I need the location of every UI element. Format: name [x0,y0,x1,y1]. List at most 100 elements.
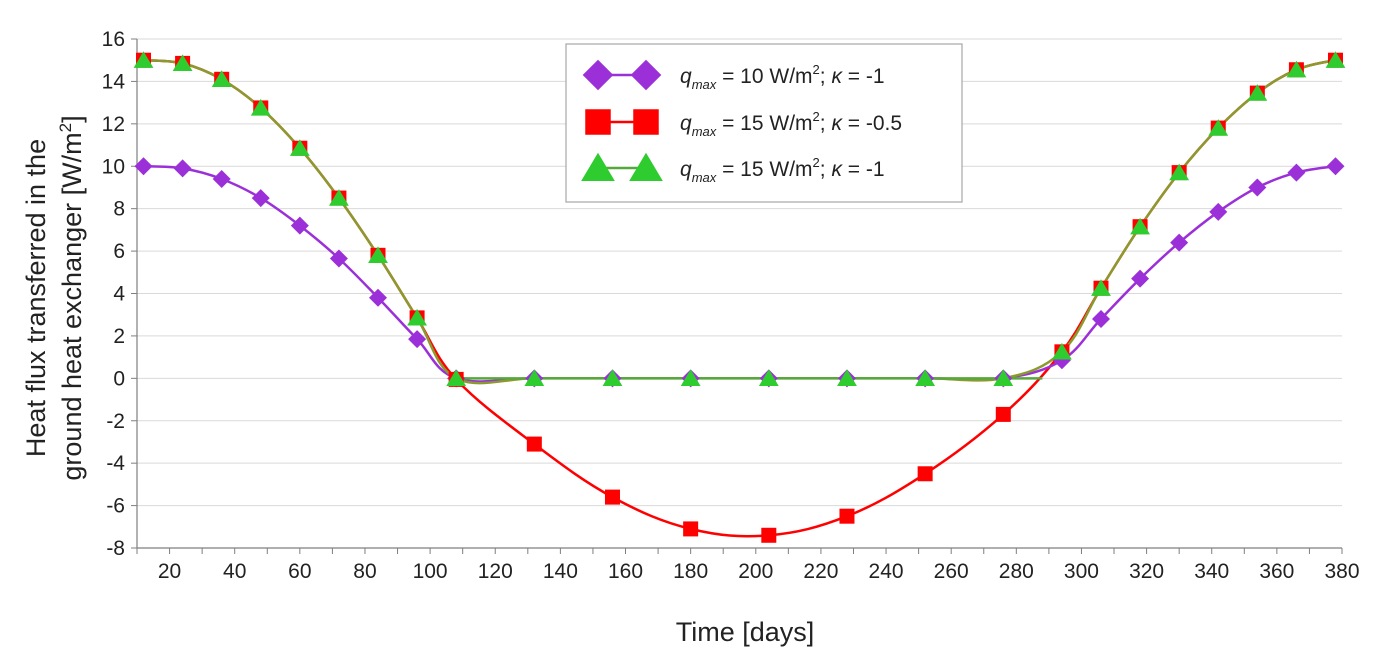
legend-label-sup: 2 [813,109,820,124]
data-point-triangle [289,139,310,156]
data-point-triangle [172,54,193,72]
legend-label-rest: = -0.5 [842,112,902,135]
x-tick-label: 340 [1194,560,1229,583]
y-tick-label: -8 [106,537,125,560]
data-point-square [604,489,620,505]
x-tick-label: 360 [1259,560,1294,583]
data-point-triangle [1091,279,1111,296]
data-point-diamond [329,249,348,268]
data-point-diamond [1248,178,1267,197]
data-point-triangle [837,369,857,386]
y-tick-label: 16 [102,28,125,51]
data-point-triangle [368,246,388,263]
legend-entry-1: qmax = 15 W/m2; κ = -0.5 [585,109,902,139]
legend-label-mid: = 15 W/m [716,112,812,135]
data-point-diamond [251,189,270,208]
data-point-square [839,508,855,524]
y-tick-label: 0 [113,367,125,390]
x-tick-label: 180 [673,560,708,583]
x-tick-labels: 20 40 60 80 100 120 140 160 180 200 220 240 260 280 30… [158,560,1360,583]
x-tick-label: 280 [999,560,1034,583]
legend-label-mid: = 15 W/m [716,158,812,181]
series-lines [136,58,1343,538]
data-point-triangle [1286,60,1307,78]
x-tick-label: 60 [288,560,311,583]
legend-label-sub: max [692,77,717,92]
data-point-triangle [133,51,154,68]
legend-marker-diamond [582,59,614,91]
data-point-square [526,436,542,452]
data-point-square [917,466,933,482]
legend-label-q: q [680,112,692,135]
x-tick-label: 20 [158,560,181,583]
data-point-triangle [680,369,701,386]
legend-label: qmax = 15 W/m2; κ = -0.5 [680,109,902,139]
y-tick-label: -4 [106,452,125,475]
data-point-triangle [1208,119,1229,136]
y-tick-label: -6 [106,495,125,518]
y-tick-labels: -8 -6 -4 -2 0 2 4 6 8 10 12 14 16 [102,28,126,560]
x-tick-label: 300 [1064,560,1099,583]
y-axis-title-line2-suffix: ] [57,115,87,123]
legend-label-k: κ [831,112,843,135]
x-tick-label: 100 [413,560,448,583]
data-point-square [995,406,1011,422]
legend-marker-triangle [629,152,663,182]
data-point-triangle [446,369,467,386]
legend-label: qmax = 15 W/m2; κ = -1 [680,155,885,185]
y-tick-label: -2 [106,410,125,433]
legend-label-sep: ; [820,158,832,181]
data-point-triangle [758,369,779,386]
y-tick-label: 4 [113,283,125,306]
y-axis-title-line2: ground heat exchanger [W/m2] [56,115,87,480]
x-tick-label: 120 [478,560,513,583]
legend: qmax = 10 W/m2; κ = -1 qmax = 15 W/m2; κ … [565,43,963,203]
legend-label-q: q [680,65,692,88]
legend-marker-square [585,109,611,135]
legend-label-sup: 2 [813,155,820,170]
legend-label-mid: = 10 W/m [716,65,812,88]
data-point-diamond [1326,157,1345,176]
data-point-triangle [211,70,232,87]
legend-label-sub: max [692,170,717,185]
series-markers [133,51,1346,543]
legend-label: qmax = 10 W/m2; κ = -1 [680,62,885,92]
x-tick-label: 160 [608,560,643,583]
data-point-square [761,527,777,543]
legend-marker-triangle [581,152,615,182]
y-axis-title-line2-prefix: ground heat exchanger [W/m [57,132,87,480]
data-point-diamond [369,288,387,307]
data-point-triangle [1325,51,1346,68]
legend-entry-0: qmax = 10 W/m2; κ = -1 [582,59,885,92]
data-point-triangle [329,189,349,206]
data-point-triangle [250,98,271,116]
data-point-diamond [1131,269,1150,288]
data-point-triangle [1052,342,1072,360]
x-tick-label: 240 [869,560,904,583]
y-tick-label: 14 [102,70,126,93]
data-point-triangle [993,369,1014,386]
data-point-diamond [134,157,153,176]
x-tick-label: 80 [353,560,376,583]
y-axis-title-line2-sup: 2 [56,123,75,132]
legend-marker-diamond [630,59,662,91]
y-tick-label: 2 [113,325,125,348]
x-tick-label: 380 [1324,560,1359,583]
data-point-triangle [1247,84,1268,101]
legend-label-q: q [680,158,692,181]
data-point-diamond [1170,233,1189,252]
x-axis-title: Time [days] [676,617,815,647]
x-tick-label: 140 [543,560,578,583]
x-tick-label: 40 [223,560,246,583]
legend-entry-2: qmax = 15 W/m2; κ = -1 [581,152,885,185]
x-tick-label: 200 [738,560,773,583]
legend-label-k: κ [831,158,843,181]
legend-label-sup: 2 [813,62,820,77]
legend-label-sub: max [692,124,717,139]
legend-label-sep: ; [820,65,832,88]
legend-label-k: κ [831,65,843,88]
x-tick-label: 220 [803,560,838,583]
legend-label-sep: ; [820,112,832,135]
data-point-triangle [524,369,545,386]
